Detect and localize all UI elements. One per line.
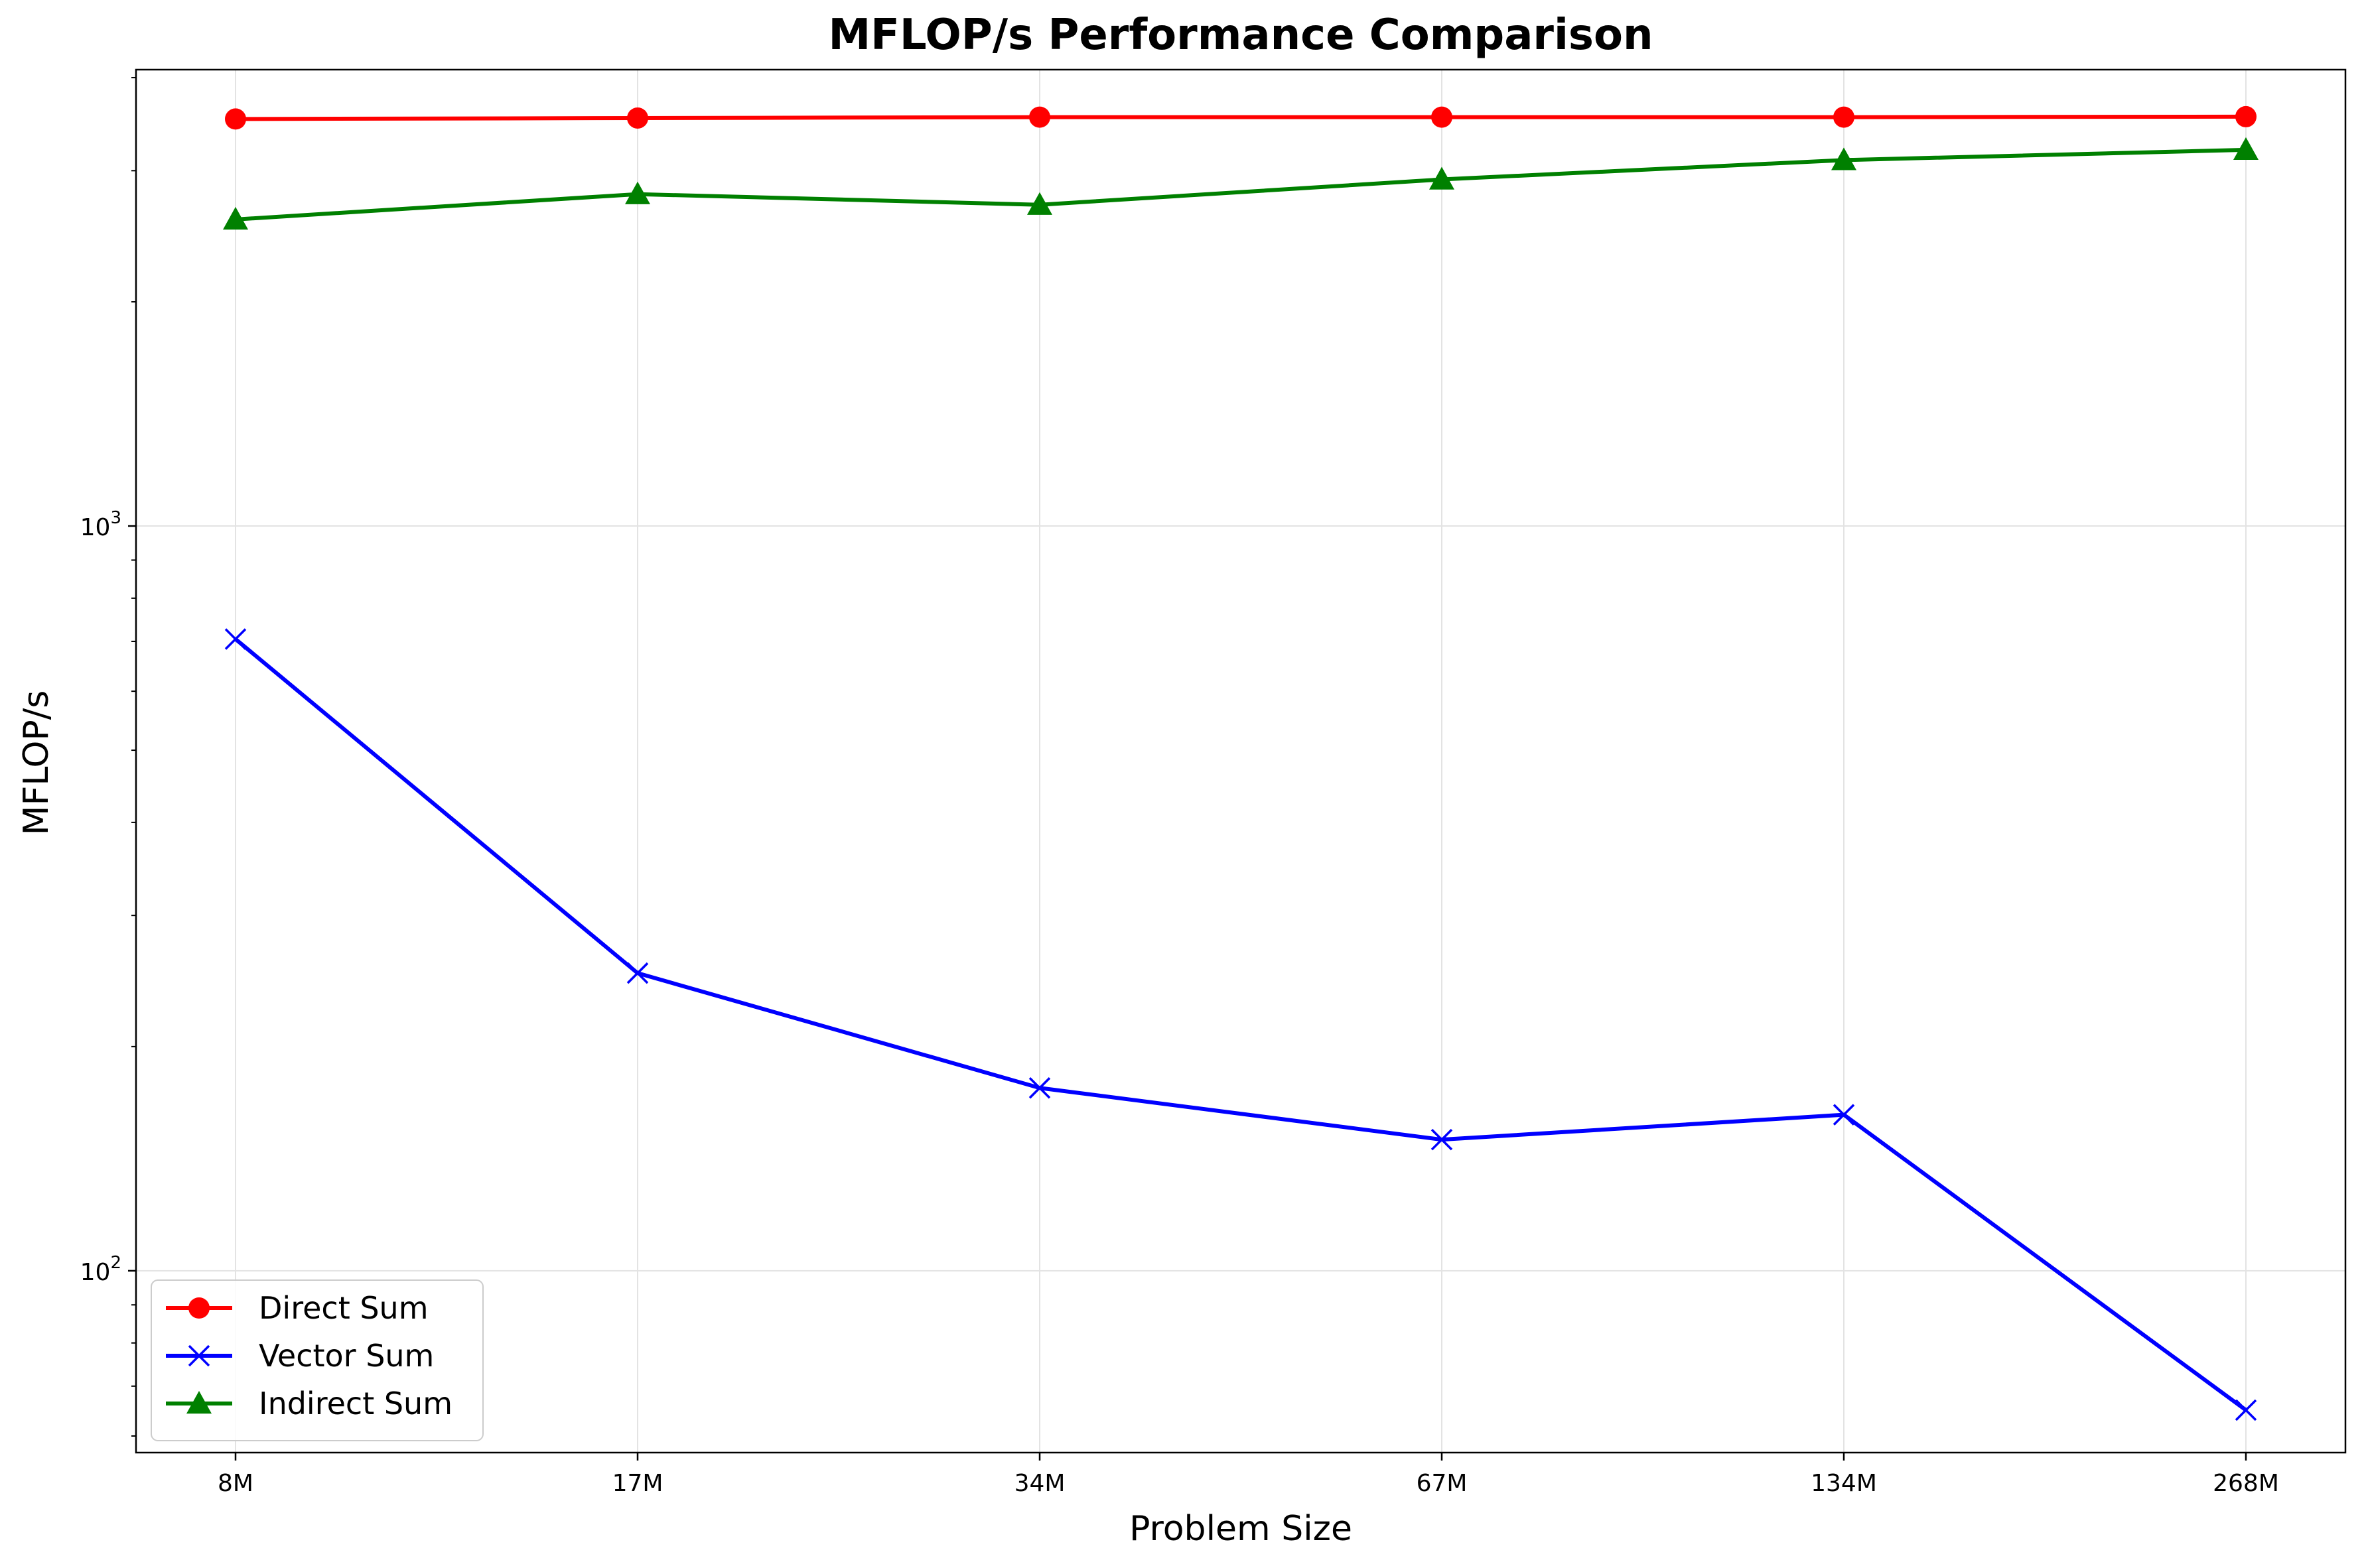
- y-tick-exponent: 3: [110, 508, 121, 528]
- direct-sum-point: [1431, 106, 1452, 128]
- x-axis-label: Problem Size: [1129, 1509, 1352, 1549]
- x-tick-label: 8M: [218, 1470, 253, 1497]
- vector-sum-point: [224, 628, 247, 650]
- y-axis-label: MFLOP/s: [17, 690, 56, 836]
- plot-frame: [135, 68, 2347, 1454]
- direct-sum-point: [627, 107, 648, 129]
- indirect-sum-point: [2233, 137, 2259, 161]
- vector-sum-point: [1028, 1077, 1051, 1099]
- direct-sum-point: [1029, 106, 1050, 128]
- indirect-sum-point: [1429, 166, 1454, 190]
- y-tick-exponent: 2: [110, 1253, 121, 1273]
- legend-direct-sum-label: Direct Sum: [259, 1290, 429, 1326]
- legend-indirect-sum-marker: [186, 1391, 212, 1414]
- x-tick-label: 67M: [1417, 1470, 1468, 1497]
- indirect-sum-point: [625, 181, 650, 204]
- legend-vector-sum-label: Vector Sum: [259, 1338, 434, 1374]
- legend-direct-sum-marker: [188, 1297, 210, 1319]
- grid-layer: [136, 70, 2345, 1453]
- legend-indirect-sum-label: Indirect Sum: [259, 1386, 452, 1421]
- indirect-sum-point: [1027, 192, 1052, 215]
- x-tick-label: 134M: [1811, 1470, 1877, 1497]
- indirect-sum-point: [1831, 147, 1856, 170]
- direct-sum-point: [225, 108, 246, 130]
- x-tick-label: 268M: [2213, 1470, 2279, 1497]
- direct-sum-point: [1833, 106, 1854, 128]
- vector-sum-point: [2235, 1399, 2257, 1421]
- indirect-sum-point: [223, 206, 248, 230]
- direct-sum-line: [235, 114, 2247, 121]
- vector-sum-point: [1430, 1128, 1453, 1151]
- indirect-sum-line: [235, 147, 2247, 222]
- x-tick-label: 34M: [1014, 1470, 1066, 1497]
- legend: Direct Sum Vector Sum Indirect Sum: [151, 1279, 484, 1441]
- vector-sum-line: [234, 637, 2247, 1412]
- chart-title: MFLOP/s Performance Comparison: [828, 11, 1653, 60]
- vector-sum-point: [626, 962, 649, 984]
- series-layer: [223, 105, 2259, 1421]
- direct-sum-point: [2235, 105, 2257, 127]
- x-tick-label: 17M: [612, 1470, 663, 1497]
- legend-box: [151, 1279, 484, 1441]
- legend-vector-sum-marker: [188, 1344, 210, 1367]
- vector-sum-point: [1833, 1104, 1855, 1126]
